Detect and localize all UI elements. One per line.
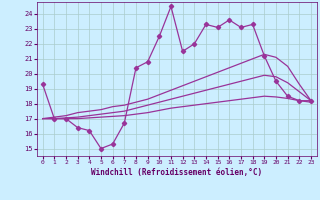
X-axis label: Windchill (Refroidissement éolien,°C): Windchill (Refroidissement éolien,°C) xyxy=(91,168,262,177)
